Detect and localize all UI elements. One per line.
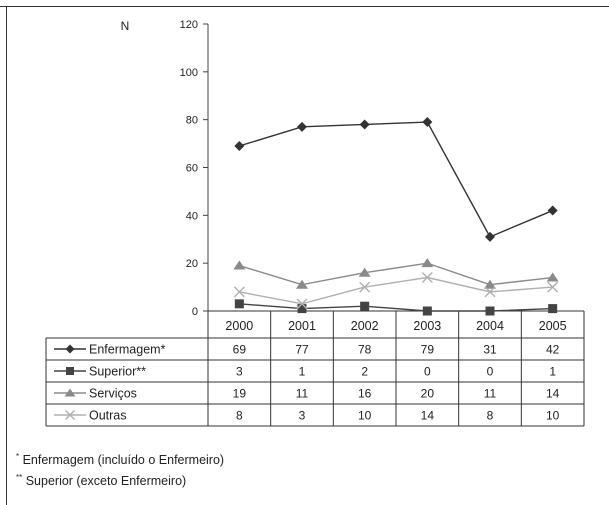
series-2-point-4	[484, 279, 496, 289]
footnote-mark-1: *	[16, 452, 20, 461]
series-0-point-5	[547, 205, 558, 216]
frame-left-border	[6, 6, 7, 505]
table-value-0-0: 69	[233, 343, 247, 357]
series-2-point-3	[421, 258, 434, 268]
x-category-label-4: 2004	[476, 319, 504, 333]
series-3-point-4	[484, 286, 496, 298]
legend-marker-2	[64, 388, 76, 397]
series-2-point-0	[233, 260, 246, 270]
frame-top-border	[0, 6, 609, 7]
series-1-point-3	[422, 306, 432, 316]
table-value-3-4: 8	[487, 409, 494, 423]
y-tick-label-4: 80	[186, 115, 198, 127]
table-value-2-0: 19	[233, 387, 247, 401]
y-tick-label-3: 60	[186, 163, 198, 175]
table-value-3-2: 10	[358, 409, 372, 423]
table-value-1-5: 1	[549, 365, 556, 379]
legend-marker-0	[65, 344, 75, 354]
x-category-label-0: 2000	[225, 319, 253, 333]
table-value-0-5: 42	[546, 343, 560, 357]
table-value-3-5: 10	[546, 409, 560, 423]
series-0-point-2	[359, 119, 370, 130]
footnote-superior: ** Superior (exceto Enfermeiro)	[16, 469, 224, 490]
footnote-text-2: Superior (exceto Enfermeiro)	[22, 474, 187, 489]
table-value-2-5: 14	[546, 387, 560, 401]
series-0-point-4	[485, 231, 495, 242]
series-2-point-1	[296, 279, 308, 289]
series-1-point-0	[234, 299, 244, 309]
table-value-1-1: 1	[299, 365, 306, 379]
series-3-point-5	[547, 281, 559, 293]
table-value-1-3: 0	[424, 365, 431, 379]
table-value-0-4: 31	[483, 343, 497, 357]
legend-label-2: Serviços	[89, 387, 137, 401]
table-value-1-0: 3	[236, 365, 243, 379]
series-line-2	[239, 262, 553, 286]
x-category-label-5: 2005	[539, 319, 567, 333]
series-0-point-1	[297, 121, 307, 132]
series-1-point-1	[297, 304, 307, 314]
series-line-1	[239, 303, 553, 312]
series-3-point-1	[296, 298, 308, 310]
table-value-1-4: 0	[487, 365, 494, 379]
y-axis-label: N	[121, 19, 130, 33]
series-0-point-3	[422, 117, 433, 128]
x-category-label-1: 2001	[288, 319, 316, 333]
legend-label-0: Enfermagem*	[89, 343, 166, 357]
series-1-point-4	[485, 306, 495, 316]
footnote-mark-2: **	[16, 473, 23, 483]
series-line-3	[239, 276, 553, 305]
table-value-0-1: 77	[295, 343, 309, 357]
series-1-point-2	[360, 301, 370, 311]
legend-label-1: Superior**	[89, 365, 146, 379]
table-value-0-2: 78	[358, 343, 372, 357]
footnotes: * Enfermagem (incluído o Enfermeiro) ** …	[16, 448, 224, 490]
table-value-3-3: 14	[421, 409, 435, 423]
y-tick-label-5: 100	[180, 67, 198, 79]
series-3-point-0	[233, 286, 245, 298]
footnote-enfermagem: * Enfermagem (incluído o Enfermeiro)	[16, 448, 224, 469]
table-value-2-1: 11	[296, 387, 309, 401]
y-tick-label-1: 20	[186, 258, 198, 270]
table-value-0-3: 79	[421, 343, 435, 357]
table-value-2-4: 11	[484, 387, 497, 401]
series-2-point-2	[358, 267, 371, 277]
series-2-point-5	[546, 272, 559, 282]
series-line-0	[239, 121, 553, 238]
y-tick-label-2: 40	[186, 210, 198, 222]
table-value-3-1: 3	[299, 409, 306, 423]
series-3-point-2	[359, 281, 371, 293]
series-3-point-3	[421, 272, 433, 284]
y-tick-label-6: 120	[180, 19, 198, 31]
table-value-1-2: 2	[361, 365, 368, 379]
legend-marker-3	[65, 410, 75, 420]
table-value-2-3: 20	[421, 387, 435, 401]
legend-label-3: Outras	[89, 409, 127, 423]
footnote-text-1: Enfermagem (incluído o Enfermeiro)	[19, 453, 225, 468]
table-value-2-2: 16	[358, 387, 372, 401]
x-category-label-3: 2003	[413, 319, 441, 333]
series-1-point-5	[548, 304, 558, 314]
x-category-label-2: 2002	[351, 319, 379, 333]
table-value-3-0: 8	[236, 409, 243, 423]
series-0-point-0	[234, 140, 245, 151]
y-tick-label-0: 0	[192, 306, 198, 318]
legend-marker-1	[66, 367, 74, 375]
